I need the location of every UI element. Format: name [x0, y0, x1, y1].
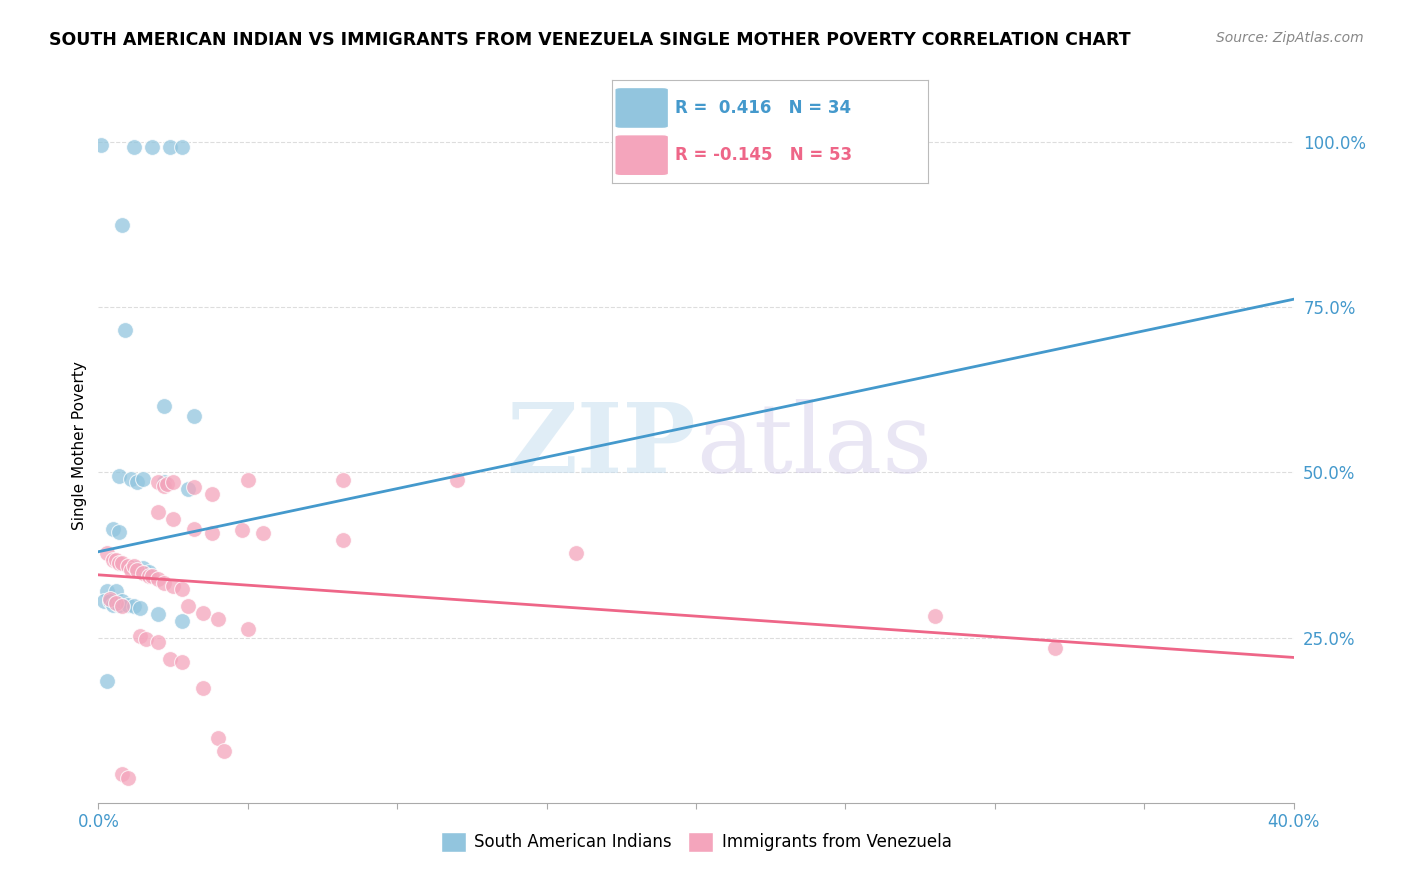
Point	[159, 652, 181, 666]
Point	[114, 323, 136, 337]
Point	[191, 681, 214, 696]
Point	[132, 561, 155, 575]
Point	[111, 599, 134, 613]
Point	[159, 139, 181, 153]
Point	[446, 474, 468, 488]
Point	[332, 533, 354, 547]
Text: atlas: atlas	[696, 399, 932, 493]
Point	[103, 552, 125, 566]
Point	[96, 673, 118, 688]
FancyBboxPatch shape	[614, 135, 669, 176]
Point	[103, 522, 125, 536]
Point	[162, 511, 184, 525]
Point	[124, 561, 146, 575]
Point	[252, 526, 274, 541]
Point	[162, 475, 184, 490]
Point	[207, 612, 229, 626]
Point	[111, 594, 134, 608]
Text: SOUTH AMERICAN INDIAN VS IMMIGRANTS FROM VENEZUELA SINGLE MOTHER POVERTY CORRELA: SOUTH AMERICAN INDIAN VS IMMIGRANTS FROM…	[49, 31, 1130, 49]
Point	[108, 468, 131, 483]
Text: R = -0.145   N = 53: R = -0.145 N = 53	[675, 146, 852, 164]
Point	[177, 482, 200, 496]
Text: ZIP: ZIP	[506, 399, 696, 493]
Point	[129, 600, 152, 615]
Point	[127, 475, 149, 490]
Point	[236, 474, 259, 488]
Point	[111, 556, 134, 570]
Point	[117, 559, 139, 574]
Point	[105, 596, 128, 610]
Point	[132, 566, 155, 580]
Point	[183, 409, 205, 424]
Point	[132, 472, 155, 486]
Point	[98, 594, 122, 608]
Point	[120, 563, 142, 577]
FancyBboxPatch shape	[614, 87, 669, 128]
Point	[924, 608, 946, 623]
Point	[172, 614, 194, 628]
Point	[105, 584, 128, 599]
Point	[148, 607, 170, 622]
Point	[138, 569, 160, 583]
Point	[124, 139, 146, 153]
Point	[565, 546, 588, 560]
Point	[108, 556, 131, 570]
Point	[172, 139, 194, 153]
Point	[231, 523, 253, 537]
Point	[103, 598, 125, 612]
Point	[141, 139, 163, 153]
Point	[156, 476, 179, 491]
Point	[117, 598, 139, 612]
Point	[96, 546, 118, 560]
Legend: South American Indians, Immigrants from Venezuela: South American Indians, Immigrants from …	[434, 825, 957, 859]
Point	[201, 526, 224, 541]
Point	[153, 475, 176, 490]
Point	[129, 629, 152, 643]
Point	[105, 552, 128, 566]
Point	[1043, 640, 1066, 655]
Point	[124, 559, 146, 574]
Point	[96, 584, 118, 599]
Point	[93, 594, 115, 608]
Text: Source: ZipAtlas.com: Source: ZipAtlas.com	[1216, 31, 1364, 45]
Point	[148, 505, 170, 519]
Point	[108, 524, 131, 539]
Point	[236, 622, 259, 636]
Point	[332, 474, 354, 488]
Point	[212, 744, 235, 758]
Point	[153, 575, 176, 590]
Point	[177, 599, 200, 613]
Point	[90, 138, 112, 153]
Point	[141, 569, 163, 583]
Point	[207, 731, 229, 745]
Point	[172, 582, 194, 597]
Point	[135, 632, 157, 646]
Point	[120, 472, 142, 486]
Point	[172, 655, 194, 669]
Point	[183, 480, 205, 494]
Point	[98, 592, 122, 607]
Point	[153, 400, 176, 414]
Point	[108, 598, 131, 612]
Point	[148, 573, 170, 587]
Point	[111, 767, 134, 781]
Point	[148, 475, 170, 490]
Point	[148, 635, 170, 649]
Point	[183, 522, 205, 536]
Point	[162, 579, 184, 593]
Y-axis label: Single Mother Poverty: Single Mother Poverty	[72, 361, 87, 531]
Point	[138, 565, 160, 579]
Point	[117, 771, 139, 785]
Text: R =  0.416   N = 34: R = 0.416 N = 34	[675, 99, 851, 117]
Point	[111, 218, 134, 232]
Point	[153, 478, 176, 492]
Point	[124, 599, 146, 613]
Point	[127, 563, 149, 577]
Point	[191, 606, 214, 620]
Point	[201, 486, 224, 500]
